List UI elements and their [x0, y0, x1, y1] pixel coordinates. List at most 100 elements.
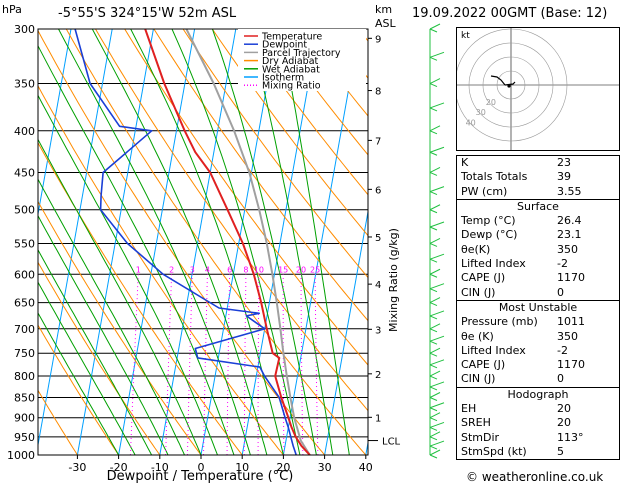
wind-barb [429, 23, 441, 30]
index-row: K 23 [457, 156, 619, 170]
isotherm-line [241, 29, 319, 455]
mixing-ratio-label: 1 [136, 265, 141, 274]
wind-barb [429, 28, 438, 33]
dry-adiabat [270, 29, 368, 156]
wind-barb [429, 243, 438, 247]
legend-label: Isotherm [262, 73, 304, 84]
legend-label: Mixing Ratio [262, 81, 321, 92]
pressure-tick-label: 300 [14, 23, 35, 36]
mixing-ratio-label: 8 [243, 265, 248, 274]
wind-barb [429, 323, 441, 330]
hodograph-kt-label: kt [461, 31, 470, 41]
km-tick-label: 8 [375, 87, 381, 98]
mixing-ratio-line [257, 274, 260, 455]
wet-adiabat [248, 29, 334, 455]
index-label: θe (K) [461, 329, 494, 343]
wind-barb [429, 386, 438, 391]
wind-barb [429, 253, 445, 260]
wet-adiabat [38, 94, 218, 455]
wind-barb [429, 364, 438, 369]
x-tick-label: 30 [318, 461, 332, 474]
wind-barb [429, 436, 438, 441]
wind-barb [429, 381, 445, 388]
pressure-tick-label: 500 [14, 204, 35, 217]
index-value: 1170 [557, 358, 585, 372]
index-row: EH 20 [457, 402, 619, 416]
wet-adiabat [38, 178, 185, 455]
pressure-tick-label: 450 [14, 166, 35, 179]
mixing-ratio-line [314, 274, 319, 455]
wind-barb [429, 370, 441, 377]
mixing-ratio-label: 20 [296, 265, 306, 274]
mixing-ratio-line [129, 274, 139, 455]
wind-barb [429, 56, 438, 61]
km-tick-label: 1 [375, 413, 381, 424]
pressure-tick-label: 950 [14, 431, 35, 444]
wind-barb [429, 102, 445, 109]
dry-adiabat [38, 261, 161, 455]
dry-adiabat [95, 29, 368, 412]
isotherm-line [200, 29, 278, 455]
km-tick-label: 2 [375, 370, 381, 381]
index-row: Lifted Index -2 [457, 257, 619, 271]
index-value: 113° [557, 430, 584, 444]
pressure-tick-label: 650 [14, 297, 35, 310]
index-row: CAPE (J) 1170 [457, 358, 619, 372]
index-row: StmSpd (kt) 5 [457, 445, 619, 459]
legend-label: Wet Adiabat [262, 64, 320, 75]
index-label: SREH [461, 416, 491, 430]
index-row: Lifted Index -2 [457, 344, 619, 358]
hodograph-title: Hodograph [507, 387, 569, 401]
mixing-ratio-line [243, 274, 247, 455]
index-label: Dewp (°C) [461, 228, 518, 242]
hpa-label: hPa [2, 3, 22, 16]
dry-adiabat [65, 29, 367, 455]
index-label: K [461, 156, 469, 169]
hodograph-ring [496, 70, 526, 100]
wind-barb [429, 268, 441, 275]
chart-axes: 1 2 3 4 6 8 10 15 20 2530035040045050055060065070… [7, 23, 401, 474]
dry-adiabat [38, 389, 78, 455]
dry-adiabat [182, 29, 368, 279]
index-label: EH [461, 402, 477, 416]
dewpoint-line [74, 29, 297, 455]
wind-barb [429, 191, 438, 196]
hodograph-ring-label: 20 [486, 98, 496, 107]
mixing-ratio-label: 4 [205, 265, 210, 274]
location-title: -5°55'S 324°15'W 52m ASL [58, 6, 237, 21]
legend-background [238, 29, 366, 91]
index-label: PW (cm) [461, 184, 508, 198]
wind-barb [429, 340, 438, 345]
index-value: -2 [557, 257, 568, 271]
wind-barb [429, 397, 438, 401]
wind-barb [429, 51, 445, 58]
hodograph-trace [490, 75, 516, 86]
wind-barbs [429, 23, 445, 459]
km-tick-label: 9 [375, 34, 381, 45]
wind-barb [429, 258, 438, 263]
wind-barb [429, 125, 441, 132]
index-value: 23.1 [557, 228, 582, 242]
index-row: θe(K) 350 [457, 243, 619, 257]
dry-adiabat [124, 29, 368, 366]
wind-barb [429, 221, 445, 228]
parcel-trajectory-line [185, 29, 311, 455]
mixing-ratio-line [203, 274, 208, 455]
wet-adiabat [38, 281, 136, 455]
index-value: 350 [557, 329, 578, 343]
index-value: 39 [557, 170, 571, 184]
index-label: θe(K) [461, 242, 491, 256]
km-tick-label: 5 [375, 233, 381, 244]
wind-barb [429, 335, 445, 342]
mixing-ratio-label: 25 [310, 265, 320, 274]
wind-barb [429, 449, 441, 456]
chart-profiles [74, 29, 311, 455]
wind-barb [429, 347, 441, 354]
wind-barb [429, 412, 441, 419]
pressure-tick-label: 550 [14, 237, 35, 250]
index-row: Temp (°C) 26.4 [457, 214, 619, 228]
wind-barb [429, 421, 445, 428]
index-row: PW (cm) 3.55 [457, 185, 619, 199]
dry-adiabat [38, 200, 202, 455]
mixing-ratio-line [165, 274, 173, 455]
